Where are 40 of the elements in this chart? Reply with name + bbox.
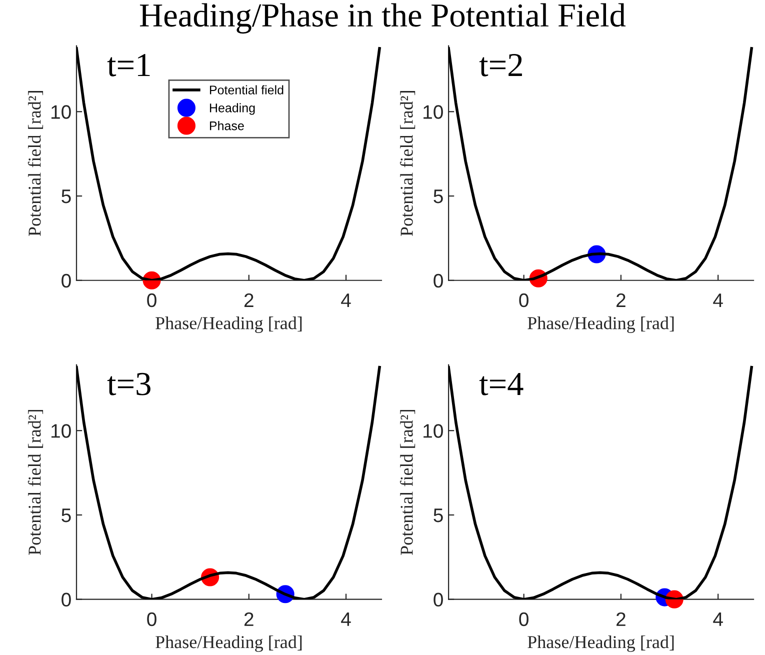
annotation: t=2: [479, 54, 522, 76]
x-axis-title: Phase/Heading [rad]: [156, 636, 302, 652]
x-tick-label: 4: [341, 612, 351, 626]
chart-title: Heading/Phase in the Potential Field: [140, 3, 626, 34]
y-tick-label: 10: [51, 105, 71, 119]
x-tick-label: 2: [244, 293, 254, 307]
y-tick-label: 0: [62, 274, 71, 288]
y-axis-title: Potential field [rad²]: [400, 410, 416, 555]
x-tick-label: 0: [519, 612, 528, 626]
annotation: t=4: [479, 373, 524, 396]
legend-label: Phase: [210, 121, 244, 130]
y-axis-title: Potential field [rad²]: [28, 410, 44, 555]
x-tick-label: 0: [147, 293, 156, 308]
x-tick-label: 4: [341, 294, 351, 307]
x-tick-label: 4: [713, 294, 723, 307]
x-tick-label: 2: [616, 293, 626, 307]
x-axis-title: Phase/Heading [rad]: [156, 316, 302, 333]
x-axis-title: Phase/Heading [rad]: [528, 636, 674, 652]
y-tick-label: 10: [51, 424, 71, 438]
x-tick-label: 4: [713, 612, 723, 626]
y-axis-title: Potential field [rad²]: [28, 91, 44, 236]
y-tick-label: 5: [62, 508, 71, 522]
x-tick-label: 2: [616, 612, 626, 626]
legend-label: Heading: [210, 103, 255, 115]
annotation: t=1: [107, 54, 150, 76]
y-tick-label: 0: [62, 592, 71, 607]
y-tick-label: 0: [434, 274, 443, 288]
x-tick-label: 0: [147, 612, 156, 626]
y-tick-label: 10: [424, 424, 443, 438]
x-tick-label: 0: [519, 293, 528, 308]
annotation: t=3: [107, 372, 150, 396]
y-tick-label: 5: [434, 190, 443, 204]
y-axis-title: Potential field [rad²]: [400, 91, 416, 236]
y-tick-label: 10: [424, 105, 443, 119]
x-tick-label: 2: [244, 612, 254, 626]
y-tick-label: 0: [434, 592, 443, 607]
x-axis-title: Phase/Heading [rad]: [528, 316, 674, 333]
y-tick-label: 5: [62, 190, 71, 204]
y-tick-label: 5: [434, 508, 443, 522]
legend-label: Potential field: [210, 85, 284, 94]
